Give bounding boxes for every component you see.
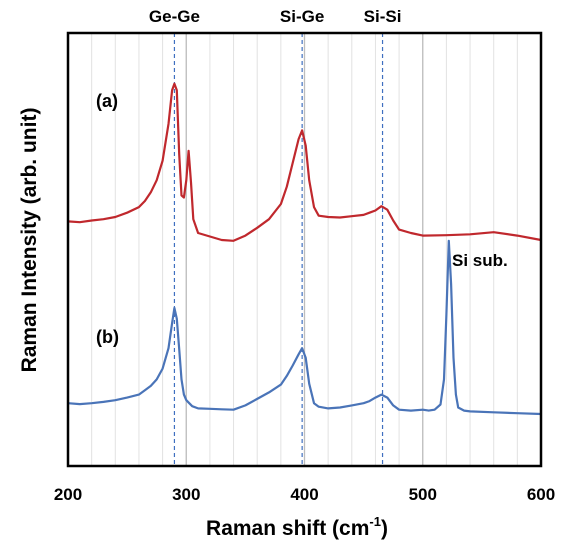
reference-lines: [173, 33, 384, 466]
peak-label: Ge-Ge: [149, 7, 200, 26]
peak-label: Si-Si: [364, 7, 402, 26]
series-label-a: (a): [96, 91, 118, 111]
annotation-si-sub: Si sub.: [452, 251, 508, 270]
x-axis-title-close: ): [381, 517, 388, 540]
x-axis-title: Raman shift (cm-1): [206, 514, 388, 540]
major-grid: [185, 33, 424, 466]
peak-labels: Ge-Ge Si-Ge Si-Si: [149, 7, 402, 26]
series-label-b: (b): [96, 327, 119, 347]
series-layer: [67, 82, 542, 416]
x-axis-ticks: 200 300 400 500 600: [54, 485, 555, 504]
y-axis-title: Raman Intensity (arb. unit): [18, 108, 41, 373]
x-tick-label: 500: [409, 485, 437, 504]
x-tick-label: 200: [54, 485, 82, 504]
series-line-a: [67, 82, 542, 242]
series-line-b: [67, 239, 542, 416]
x-tick-label: 400: [290, 485, 318, 504]
x-tick-label: 300: [172, 485, 200, 504]
x-axis-title-superscript: -1: [369, 514, 381, 529]
x-tick-label: 600: [527, 485, 555, 504]
x-axis-title-main: Raman shift (cm: [206, 517, 369, 540]
peak-label: Si-Ge: [280, 7, 324, 26]
plot-frame: [66, 31, 543, 468]
minor-grid: [91, 33, 518, 466]
